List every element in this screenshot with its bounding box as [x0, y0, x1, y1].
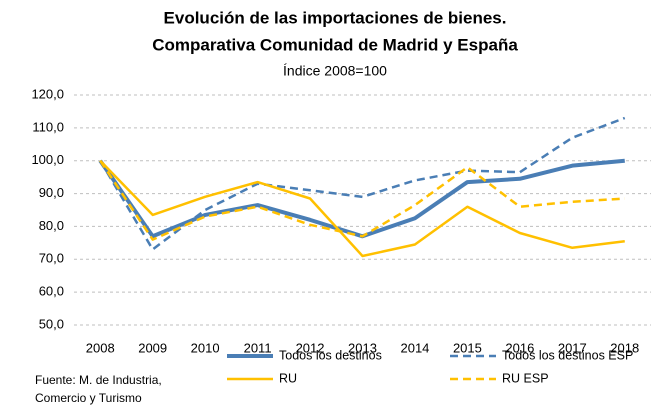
legend-label: Todos los destinos [279, 348, 382, 362]
series-line [99, 160, 625, 241]
y-tick-label: 80,0 [39, 218, 64, 233]
legend-label: RU [279, 371, 297, 385]
chart-title: Evolución de las importaciones de bienes… [164, 8, 507, 27]
series-line [99, 116, 626, 251]
x-tick-label: 2013 [348, 340, 377, 355]
x-tick-label: 2015 [453, 340, 482, 355]
chart-subtitle: Índice 2008=100 [283, 63, 387, 79]
x-tick-label: 2009 [138, 340, 167, 355]
x-tick-label: 2011 [244, 340, 272, 355]
x-tick-label: 2012 [296, 340, 325, 355]
y-tick-label: 100,0 [31, 152, 64, 167]
series-line [98, 158, 625, 239]
chart-title: Comparativa Comunidad de Madrid y España [152, 35, 518, 54]
x-tick-label: 2008 [86, 340, 115, 355]
series-line [99, 159, 625, 258]
legend-label: RU ESP [502, 371, 549, 385]
y-tick-label: 50,0 [39, 316, 64, 331]
x-tick-label: 2014 [400, 340, 429, 355]
y-tick-label: 70,0 [39, 251, 64, 266]
y-tick-label: 110,0 [32, 119, 64, 134]
y-tick-label: 60,0 [39, 284, 64, 299]
legend-label: Todos los destinos ESP [502, 348, 633, 362]
y-tick-label: 120,0 [31, 86, 64, 101]
source-note: Fuente: M. de Industria, [35, 373, 162, 387]
x-tick-label: 2017 [558, 340, 587, 355]
x-tick-label: 2010 [191, 340, 220, 355]
source-note: Comercio y Turismo [35, 391, 142, 405]
x-tick-label: 2018 [610, 340, 639, 355]
y-tick-label: 90,0 [39, 185, 64, 200]
x-tick-label: 2016 [505, 340, 534, 355]
